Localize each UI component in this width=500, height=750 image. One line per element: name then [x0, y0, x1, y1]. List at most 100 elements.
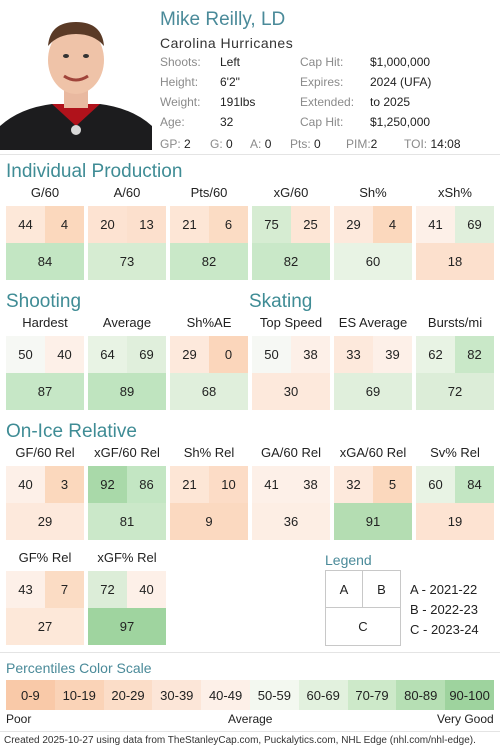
metric-cell-b-xsh: 69 — [455, 206, 494, 243]
scale-bin-80-89: 80-89 — [396, 680, 446, 710]
info-age-value: 32 — [220, 115, 234, 129]
metric-header-bursts-mi: Bursts/mi — [427, 315, 483, 330]
metric-cell-a-a-60: 20 — [88, 206, 127, 243]
metric-cell-a-pts-60: 21 — [170, 206, 209, 243]
metric-cell-a-sv-rel: 60 — [416, 466, 455, 503]
scale-very-good-label: Very Good — [437, 712, 494, 726]
metric-header-g-60: G/60 — [30, 185, 60, 200]
metric-cell-b-sv-rel: 84 — [455, 466, 494, 503]
team-name: Carolina Hurricanes — [160, 35, 294, 51]
metric-cell-c-xsh: 18 — [416, 243, 494, 280]
metric-cell-c-sh-rel: 9 — [170, 503, 248, 540]
metric-cell-b-bursts-mi: 82 — [455, 336, 494, 373]
info-age: Age: — [160, 115, 185, 129]
metric-cell-a-sh: 29 — [334, 206, 373, 243]
stat-gp: GP: 2 — [160, 137, 191, 151]
scale-title: Percentiles Color Scale — [6, 660, 152, 676]
metric-header-sh-rel: Sh% Rel — [183, 445, 235, 460]
metric-header-xga-60-rel: xGA/60 Rel — [339, 445, 407, 460]
scale-poor-label: Poor — [6, 712, 32, 726]
metric-cell-c-hardest: 87 — [6, 373, 84, 410]
stat-toi: TOI: 14:08 — [404, 137, 461, 151]
player-name: Mike Reilly, LD — [160, 9, 286, 30]
metric-cell-c-bursts-mi: 72 — [416, 373, 494, 410]
metric-header-a-60: A/60 — [113, 185, 141, 200]
scale-bin-40-49: 40-49 — [201, 680, 250, 710]
metric-cell-c-sh-ae: 68 — [170, 373, 248, 410]
scale-bin-70-79: 70-79 — [347, 680, 397, 710]
metric-cell-c-xg-60: 82 — [252, 243, 330, 280]
metric-cell-c-g-60: 84 — [6, 243, 84, 280]
metric-cell-b-top-speed: 38 — [291, 336, 330, 373]
metric-cell-b-g-60: 4 — [45, 206, 84, 243]
metric-cell-b-xgf-rel: 40 — [127, 571, 166, 608]
scale-bin-20-29: 20-29 — [103, 680, 153, 710]
section-skating: Skating — [249, 291, 313, 312]
metric-header-sh-ae: Sh%AE — [186, 315, 232, 330]
metric-cell-a-average: 64 — [88, 336, 127, 373]
player-photo — [0, 8, 152, 150]
metric-header-sv-rel: Sv% Rel — [430, 445, 480, 460]
color-scale-bar: 0-9 10-19 20-29 30-39 40-49 50-59 60-69 70-79 80… — [6, 680, 494, 710]
metric-header-gf-60-rel: GF/60 Rel — [15, 445, 75, 460]
metric-cell-c-ga-60-rel: 36 — [252, 503, 330, 540]
metric-cell-a-top-speed: 50 — [252, 336, 291, 373]
metric-cell-c-xgf-60-rel: 81 — [88, 503, 166, 540]
metric-header-top-speed: Top Speed — [259, 315, 323, 330]
metric-cell-c-pts-60: 82 — [170, 243, 248, 280]
metric-cell-a-sh-ae: 29 — [170, 336, 209, 373]
info-shoots: Shoots: — [160, 55, 201, 69]
metric-cell-c-sv-rel: 19 — [416, 503, 494, 540]
metric-cell-c-a-60: 73 — [88, 243, 166, 280]
metric-header-xgf-rel: xGF% Rel — [97, 550, 157, 565]
divider-header — [0, 154, 500, 155]
metric-cell-b-sh-rel: 10 — [209, 466, 248, 503]
scale-bin-0-9: 0-9 — [6, 680, 55, 710]
metric-cell-a-xg-60: 75 — [252, 206, 291, 243]
info-weight: Weight: — [160, 95, 201, 109]
info-height-value: 6'2" — [220, 75, 240, 89]
divider-scale — [0, 652, 500, 653]
legend-box-c: C — [325, 607, 401, 646]
metric-cell-b-xg-60: 25 — [291, 206, 330, 243]
metric-header-ga-60-rel: GA/60 Rel — [261, 445, 321, 460]
metric-cell-a-xgf-rel: 72 — [88, 571, 127, 608]
divider-footer — [0, 731, 500, 732]
scale-bin-60-69: 60-69 — [298, 680, 348, 710]
metric-cell-a-bursts-mi: 62 — [416, 336, 455, 373]
stat-a: A: 0 — [250, 137, 272, 151]
info-shoots-value: Left — [220, 55, 241, 69]
scale-bin-90-100: 90-100 — [445, 680, 494, 710]
legend-item-a: A - 2021-22 — [410, 582, 478, 597]
info-expires-value: 2024 (UFA) — [370, 75, 432, 89]
metric-cell-b-hardest: 40 — [45, 336, 84, 373]
section-on-ice-relative: On-Ice Relative — [6, 421, 137, 442]
metric-cell-c-xga-60-rel: 91 — [334, 503, 412, 540]
metric-cell-c-xgf-rel: 97 — [88, 608, 166, 645]
stat-g: G: 0 — [210, 137, 233, 151]
stat-pts: Pts: 0 — [290, 137, 321, 151]
metric-cell-b-sh-ae: 0 — [209, 336, 248, 373]
metric-cell-b-xgf-60-rel: 86 — [127, 466, 166, 503]
metric-cell-b-pts-60: 6 — [209, 206, 248, 243]
scale-bin-50-59: 50-59 — [249, 680, 299, 710]
metric-cell-c-gf-60-rel: 29 — [6, 503, 84, 540]
legend-box-b: B — [362, 570, 401, 608]
scale-bin-30-39: 30-39 — [152, 680, 202, 710]
section-individual-production: Individual Production — [6, 161, 183, 182]
metric-cell-a-ga-60-rel: 41 — [252, 466, 291, 503]
metric-cell-a-g-60: 44 — [6, 206, 45, 243]
metric-header-sh: Sh% — [359, 185, 387, 200]
legend-box-a: A — [325, 570, 363, 608]
metric-cell-c-es-average: 69 — [334, 373, 412, 410]
info-expires: Expires: — [300, 75, 344, 89]
info-caphit-value: $1,000,000 — [370, 55, 431, 69]
section-shooting: Shooting — [6, 291, 82, 312]
metric-cell-b-gf-rel: 7 — [45, 571, 84, 608]
metric-cell-b-sh: 4 — [373, 206, 412, 243]
info-height: Height: — [160, 75, 199, 89]
metric-cell-a-xgf-60-rel: 92 — [88, 466, 127, 503]
scale-bin-10-19: 10-19 — [54, 680, 104, 710]
metric-cell-b-average: 69 — [127, 336, 166, 373]
info-extended: Extended: — [300, 95, 355, 109]
